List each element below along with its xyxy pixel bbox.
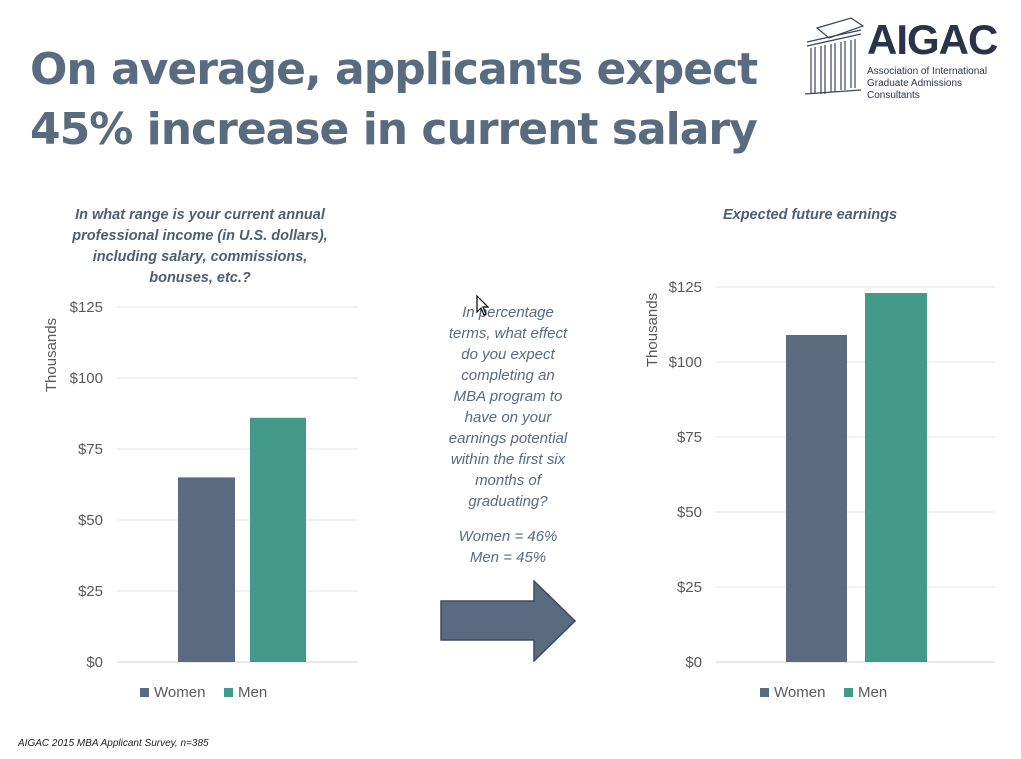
left-y-axis-label: Thousands: [43, 318, 60, 392]
left-chart-title-line-2: professional income (in U.S. dollars),: [72, 228, 328, 244]
middle-question-line-7: earnings potential: [448, 430, 568, 447]
middle-question-line-2: terms, what effect: [448, 325, 568, 342]
left-chart-title-line-1: In what range is your current annual: [75, 207, 325, 223]
left-tick-label: $0: [86, 654, 103, 671]
right-tick-label: $25: [677, 579, 702, 596]
left-chart-title-line-4: bonuses, etc.?: [149, 270, 251, 286]
middle-question-line-6: have on your: [464, 409, 552, 426]
left-legend-label-men: Men: [238, 684, 267, 701]
left-bar-women: [178, 477, 235, 662]
right-legend-label-women: Women: [774, 684, 825, 701]
middle-question-line-8: within the first six: [450, 451, 566, 468]
middle-question-line-10: graduating?: [468, 493, 548, 510]
aigac-logo: AIGAC Association of International Gradu…: [803, 16, 1008, 101]
left-legend-label-women: Women: [154, 684, 205, 701]
right-chart-title: Expected future earnings: [690, 205, 930, 226]
middle-question-line-9: months of: [475, 472, 541, 489]
left-tick-label: $100: [70, 370, 103, 387]
right-legend-swatch-women: [760, 688, 769, 697]
right-arrow-icon: [440, 580, 577, 662]
footnote: AIGAC 2015 MBA Applicant Survey, n=385: [18, 738, 209, 749]
right-tick-label: $0: [685, 654, 702, 671]
middle-question-line-3: do you expect: [461, 346, 555, 363]
middle-question-line-4: completing an: [461, 367, 555, 384]
left-tick-label: $50: [78, 512, 103, 529]
left-tick-label: $75: [78, 441, 103, 458]
left-legend-swatch-men: [224, 688, 233, 697]
right-tick-label: $125: [669, 279, 702, 296]
middle-question-line-5: MBA program to: [453, 388, 563, 405]
right-chart-title-line-1: Expected future earnings: [722, 207, 898, 223]
logo-subtitle-line-2: Graduate Admissions Consultants: [867, 78, 963, 101]
left-legend-swatch-women: [140, 688, 149, 697]
title-line-1: On average, applicants expect: [30, 44, 758, 95]
title-line-2: 45% increase in current salary: [30, 104, 758, 155]
right-bar-women: [786, 335, 847, 662]
middle-question-lines: In percentage terms, what effect do you ex…: [432, 302, 584, 512]
right-legend-label-men: Men: [858, 684, 887, 701]
right-tick-label: $75: [677, 429, 702, 446]
logo-subtitle: Association of International Graduate Ad…: [867, 66, 1008, 102]
right-tick-label: $50: [677, 504, 702, 521]
right-legend-swatch-men: [844, 688, 853, 697]
middle-question-line-1: In percentage: [462, 304, 554, 321]
men-result: Men = 45%: [469, 549, 547, 566]
mouse-cursor-icon: [476, 295, 490, 316]
logo-subtitle-line-1: Association of International: [867, 66, 988, 77]
columns-icon: [804, 17, 865, 95]
right-y-axis-label: Thousands: [644, 293, 661, 367]
right-bar-men: [865, 293, 927, 662]
page-title: On average, applicants expect 45% increa…: [30, 40, 758, 160]
left-tick-label: $125: [70, 299, 103, 316]
left-bar-men: [250, 417, 306, 662]
right-tick-label: $100: [669, 354, 702, 371]
middle-question: In percentage terms, what effect do you ex…: [432, 302, 584, 568]
left-tick-label: $25: [78, 583, 103, 600]
logo-name: AIGAC: [867, 16, 998, 63]
left-chart-title-line-3: including salary, commissions,: [92, 249, 308, 265]
left-chart-title: In what range is your current annual prof…: [40, 205, 360, 289]
women-result: Women = 46%: [458, 528, 558, 545]
